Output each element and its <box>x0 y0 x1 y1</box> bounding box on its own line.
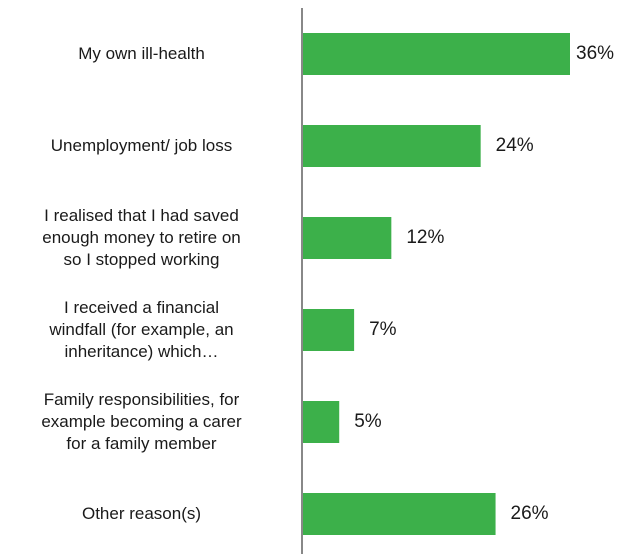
bar <box>302 309 355 351</box>
bar <box>302 125 481 167</box>
category-label-line: Family responsibilities, for <box>43 390 240 409</box>
category-label: I realised that I had saved enough money … <box>0 205 283 271</box>
category-label-line: for a family member <box>66 434 217 453</box>
category-label-line: I realised that I had saved <box>44 206 239 225</box>
value-label: 12% <box>406 227 445 248</box>
bar <box>302 217 392 259</box>
category-label-line: Unemployment/ job loss <box>50 136 233 155</box>
category-label: I received a financial windfall (for exam… <box>0 297 283 363</box>
category-label-line: windfall (for example, an <box>49 320 234 339</box>
category-label-line: so I stopped working <box>63 250 220 269</box>
value-label: 24% <box>495 135 534 156</box>
category-label-line: Other reason(s) <box>81 504 202 523</box>
category-label-line: I received a financial <box>64 298 219 317</box>
category-label-line: My own ill-health <box>78 44 205 63</box>
category-label-line: example becoming a carer <box>41 412 242 431</box>
value-label: 7% <box>369 319 397 340</box>
category-label: My own ill-health <box>0 43 283 65</box>
bar <box>302 493 496 535</box>
category-label-line: enough money to retire on <box>42 228 241 247</box>
value-label: 36% <box>576 43 615 64</box>
bar <box>302 33 570 75</box>
category-label: Unemployment/ job loss <box>0 135 283 157</box>
value-label: 26% <box>510 503 549 524</box>
category-label: Family responsibilities, for example beco… <box>0 389 283 455</box>
value-label: 5% <box>354 411 382 432</box>
bar <box>302 401 340 443</box>
category-label-line: inheritance) which… <box>64 342 219 361</box>
category-label: Other reason(s) <box>0 503 283 525</box>
